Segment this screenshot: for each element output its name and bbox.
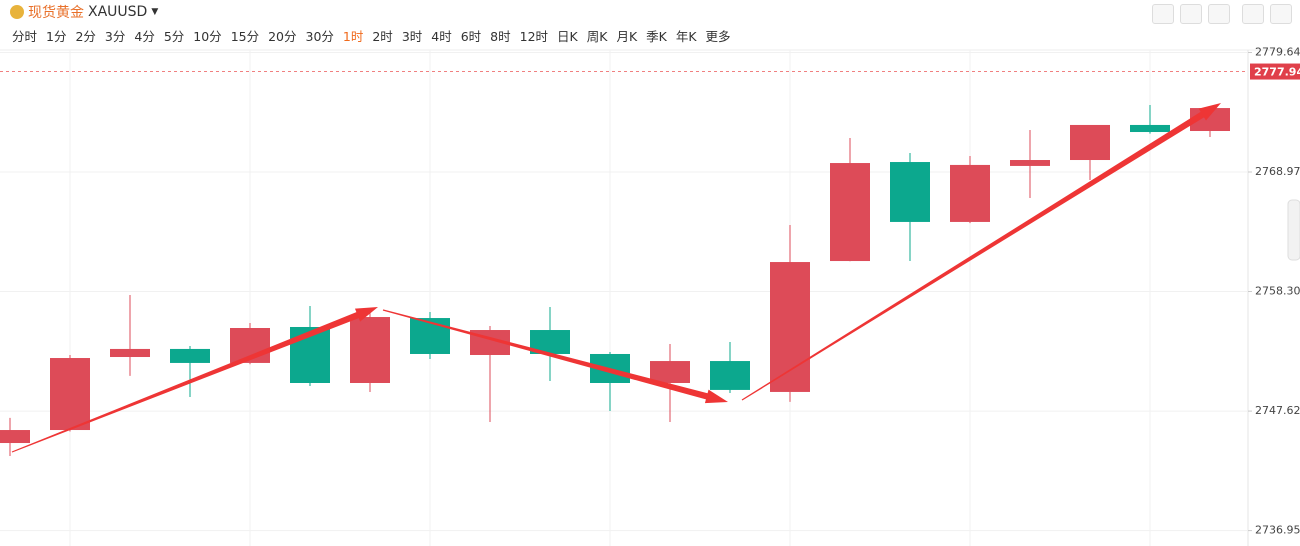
close-button[interactable] [1270,4,1292,24]
candle-body [950,164,990,222]
timeframe-option[interactable]: 1时 [342,29,364,44]
toolbar: 现货黄金 XAUUSD ▼ 分时 1分 2分 3分 4分 5分 10分 15分 20分 30分 1时… [0,0,1300,50]
candle-body [0,430,30,444]
candle-body [1130,124,1170,133]
candle-body [170,348,210,363]
timeframe-option[interactable]: 4分 [134,29,155,44]
dropdown-caret: ▼ [151,7,159,17]
chart-tools [1152,4,1292,24]
candle-body [710,361,750,390]
timeframe-option[interactable]: 日K [557,29,578,44]
current-price-label: 2777.94 [1254,66,1300,79]
candle-body [530,330,570,354]
timeframe-option[interactable]: 10分 [193,29,222,44]
tool-button[interactable] [1242,4,1264,24]
current-price-box [1250,63,1300,80]
candle-body [410,318,450,354]
y-tick-label: 2747.62 [1255,404,1300,417]
timeframe-option[interactable]: 2分 [75,29,96,44]
timeframe-option[interactable]: 5分 [163,29,185,44]
candle-body [830,163,870,262]
candle-body [1070,124,1110,161]
y-tick-label: 2736.95 [1255,524,1300,537]
timeframe-option[interactable]: 月K [616,29,638,44]
timeframe-option[interactable]: 4时 [431,29,452,44]
timeframe-option[interactable]: 12时 [519,29,549,44]
timeframe-option[interactable]: 15分 [230,29,260,44]
symbol-name: 现货黄金 [28,5,84,21]
tool-button[interactable] [1180,4,1202,24]
timeframe-option[interactable]: 分时 [12,29,38,44]
annotation-arrow [11,307,379,453]
candle-body [770,262,810,392]
timeframe-bar: 分时 1分 2分 3分 4分 5分 10分 15分 20分 30分 1时 2时 3时 4时 6时 8时 12时日… [12,26,731,45]
candle-body [50,358,90,431]
symbol-code: XAUUSD [88,4,148,20]
side-tab[interactable] [1287,199,1300,261]
timeframe-option[interactable]: 8时 [490,29,511,44]
timeframe-option[interactable]: 2时 [372,29,393,44]
annotation-arrow [382,309,728,404]
candle-body [1010,160,1050,166]
timeframe-option[interactable]: 更多 [705,29,731,44]
timeframe-option[interactable]: 20分 [268,29,297,44]
y-tick-label: 2779.64 [1255,46,1300,59]
candle-body [350,317,390,383]
timeframe-option[interactable]: 周K [586,29,608,44]
timeframe-option[interactable]: 年K [675,29,697,44]
symbol-selector[interactable]: 现货黄金 XAUUSD ▼ [10,2,158,22]
candle-body [110,348,150,358]
tool-button[interactable] [1152,4,1174,24]
symbol-icon [10,5,24,19]
timeframe-option[interactable]: 3分 [104,29,126,44]
tool-button[interactable] [1208,4,1230,24]
timeframe-option[interactable]: 6时 [460,29,482,44]
annotation-arrow [741,103,1221,401]
y-tick-label: 2758.30 [1255,284,1300,297]
y-tick-label: 2768.97 [1255,165,1300,178]
candle-body [890,162,930,222]
timeframe-option[interactable]: 季K [646,29,667,44]
timeframe-option[interactable]: 3时 [401,29,423,44]
timeframe-option[interactable]: 1分 [46,29,67,44]
candle-body [650,361,690,383]
timeframe-option[interactable]: 30分 [305,29,334,44]
